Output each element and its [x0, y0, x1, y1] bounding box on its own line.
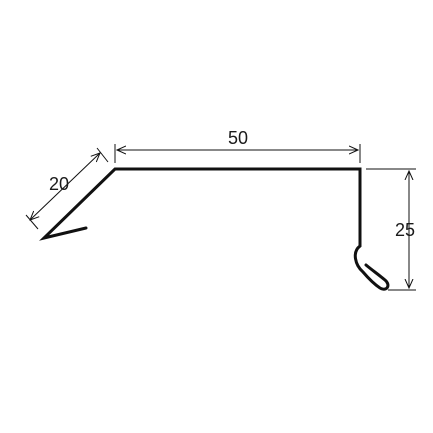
dimension-label-side: 25 [395, 220, 415, 240]
extension-line-slope-lower [25, 214, 39, 230]
dimension-label-slope: 20 [49, 174, 69, 194]
extension-line-slope-upper [96, 147, 109, 163]
dimension-slope-length: 20 [25, 147, 109, 230]
profile-outline [39, 167, 390, 291]
dimension-line-slope [30, 153, 100, 220]
dimension-label-top: 50 [228, 128, 248, 148]
dimension-side-height: 25 [366, 168, 416, 291]
dimension-top-width: 50 [114, 128, 361, 163]
